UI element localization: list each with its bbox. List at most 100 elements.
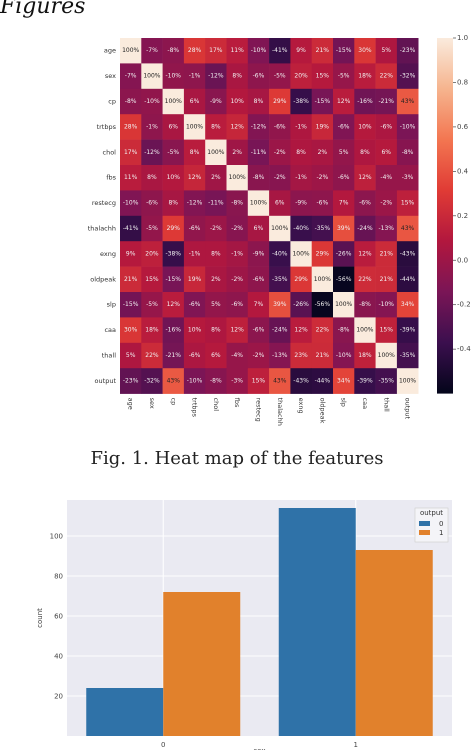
- heatmap-cell-label: 2%: [318, 149, 328, 156]
- heatmap-cell: [120, 88, 142, 115]
- heatmap-cell: [120, 165, 142, 191]
- heatmap-cell: [162, 368, 185, 394]
- heatmap-cell-label: 21%: [380, 276, 394, 283]
- heatmap-cell-label: 43%: [401, 225, 415, 232]
- heatmap-cell-label: -23%: [123, 377, 139, 384]
- heatmap-cell: [269, 368, 291, 394]
- heatmap-cell: [311, 63, 334, 90]
- heatmap-cell: [141, 190, 163, 217]
- heatmap-cell: [311, 139, 334, 166]
- heatmap-cell: [269, 114, 291, 140]
- heatmap-cell: [269, 266, 291, 293]
- heatmap-cell-label: -15%: [123, 301, 139, 308]
- bar-y-tick-label: 80: [54, 573, 63, 581]
- heatmap-cell: [162, 63, 185, 90]
- heatmap-cell: [205, 342, 227, 369]
- heatmap-cell: [290, 38, 312, 64]
- heatmap-cell-label: 5%: [126, 352, 136, 359]
- heatmap-cell-label: -1%: [231, 250, 243, 257]
- heatmap-cell-label: -15%: [315, 98, 331, 105]
- heatmap-row-label: thalachh: [88, 225, 116, 233]
- heatmap-column-label: oldpeak: [318, 398, 326, 424]
- heatmap-cell: [354, 292, 376, 318]
- heatmap-cell: [226, 88, 249, 115]
- heatmap-cell-label: 21%: [124, 276, 138, 283]
- heatmap-cell-label: 21%: [380, 250, 394, 257]
- heatmap-column-label: restecg: [254, 398, 262, 422]
- heatmap-cell: [226, 317, 249, 344]
- heatmap-row-label: restecg: [92, 199, 116, 207]
- heatmap-cell-label: 12%: [188, 174, 202, 181]
- heatmap-column-label: trtbps: [191, 398, 199, 418]
- heatmap-cell: [205, 63, 227, 90]
- heatmap-cell-label: -11%: [208, 200, 224, 207]
- heatmap-cell: [333, 266, 355, 293]
- heatmap-cell: [141, 114, 163, 140]
- heatmap-row-label: slp: [107, 301, 116, 309]
- heatmap-cell-label: -1%: [146, 123, 158, 130]
- heatmap-cell-label: -35%: [315, 225, 331, 232]
- heatmap-cell-label: -6%: [338, 123, 350, 130]
- heatmap-cell-label: 39%: [337, 225, 351, 232]
- heatmap-cell: [333, 165, 355, 191]
- bar-y-tick-label: 20: [54, 693, 63, 701]
- heatmap-cell: [311, 292, 334, 318]
- heatmap-cell-label: -6%: [317, 200, 329, 207]
- heatmap-cell: [162, 139, 185, 166]
- heatmap-cell: [162, 114, 185, 140]
- heatmap-cell-label: -10%: [123, 200, 139, 207]
- heatmap-cell-label: 21%: [316, 352, 330, 359]
- heatmap-cell: [311, 38, 334, 64]
- heatmap-cell: [183, 266, 206, 293]
- heatmap-row-label: oldpeak: [90, 275, 116, 283]
- heatmap-cell-label: 28%: [188, 47, 202, 54]
- heatmap-cell-label: 6%: [168, 123, 178, 130]
- heatmap-cell: [354, 215, 376, 242]
- heatmap-cell: [333, 114, 355, 140]
- heatmap-cell-label: 6%: [381, 149, 391, 156]
- heatmap-cell: [162, 190, 185, 217]
- heatmap-cell: [375, 241, 398, 267]
- heatmap-cell-label: 5%: [211, 301, 221, 308]
- heatmap-cell-label: 29%: [273, 98, 287, 105]
- heatmap-cell-label: 15%: [252, 377, 266, 384]
- heatmap-cell: [120, 215, 142, 242]
- heatmap-cell: [333, 368, 355, 394]
- heatmap-row-label: caa: [104, 326, 116, 334]
- heatmap-cell: [226, 165, 249, 191]
- heatmap-cell-label: 8%: [232, 73, 242, 80]
- heatmap-cell: [120, 368, 142, 394]
- heatmap-cell-label: 12%: [230, 327, 244, 334]
- heatmap-cell: [205, 368, 227, 394]
- heatmap-cell: [141, 241, 163, 267]
- heatmap-cell-label: 100%: [314, 276, 331, 283]
- heatmap-cell-label: 100%: [250, 200, 267, 207]
- heatmap-cell-label: 7%: [254, 301, 264, 308]
- heatmap-cell-label: -13%: [378, 225, 394, 232]
- heatmap-cell: [333, 215, 355, 242]
- heatmap-cell: [333, 241, 355, 267]
- heatmap-row-label: age: [104, 47, 116, 55]
- heatmap-cell-label: -21%: [378, 98, 394, 105]
- heatmap-cell-label: 100%: [378, 352, 395, 359]
- heatmap-cell-label: -2%: [253, 352, 265, 359]
- heatmap-cell: [290, 165, 312, 191]
- heatmap-cell: [354, 266, 376, 293]
- heatmap-cell-label: 100%: [229, 174, 246, 181]
- heatmap-cell-label: 39%: [273, 301, 287, 308]
- heatmap-cell: [247, 165, 270, 191]
- heatmap-cell-label: -35%: [400, 352, 416, 359]
- heatmap-cell-label: -39%: [357, 377, 373, 384]
- heatmap-cell: [354, 38, 376, 64]
- heatmap-cell: [396, 317, 419, 344]
- heatmap-cell-label: -6%: [189, 352, 201, 359]
- heatmap-cell-label: 29%: [167, 225, 181, 232]
- heatmap-cell-label: -38%: [293, 98, 309, 105]
- heatmap-cell-label: -32%: [400, 73, 416, 80]
- heatmap-cell-label: 43%: [167, 377, 181, 384]
- colorbar-tick-label: 1.0: [457, 34, 468, 42]
- heatmap-cell-label: 10%: [358, 123, 372, 130]
- heatmap-cell: [269, 241, 291, 267]
- heatmap-cell: [141, 38, 163, 64]
- heatmap-cell-label: 20%: [294, 73, 308, 80]
